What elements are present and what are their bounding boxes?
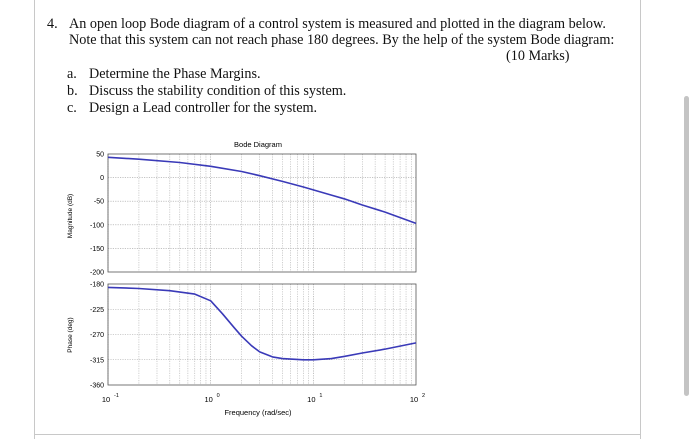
- magnitude-y-tick-label: 0: [100, 175, 104, 182]
- frequency-axis-label: Frequency (rad/sec): [224, 408, 292, 417]
- page-border-bottom: [34, 434, 641, 435]
- question-number: 4.: [47, 16, 58, 32]
- sub-question-letter: c.: [67, 100, 77, 116]
- x-tick-exponent: -1: [114, 393, 119, 399]
- phase-plot-frame: [107, 283, 417, 386]
- x-tick-label: 10: [102, 395, 110, 404]
- x-tick-label: 10: [204, 395, 212, 404]
- question-text-line-1: An open loop Bode diagram of a control s…: [69, 16, 606, 32]
- question-text-line-2: Note that this system can not reach phas…: [69, 32, 615, 48]
- phase-y-tick-label: -225: [90, 307, 104, 314]
- x-tick-label: 10: [410, 395, 418, 404]
- magnitude-y-tick-label: -200: [90, 270, 104, 277]
- x-tick-exponent: 2: [422, 393, 425, 399]
- sub-question-text: Determine the Phase Margins.: [89, 66, 261, 82]
- page-border-left: [34, 0, 35, 439]
- magnitude-y-tick-label: 50: [96, 152, 104, 159]
- magnitude-plot-frame: [107, 153, 417, 273]
- phase-y-tick-label: -180: [90, 282, 104, 289]
- x-tick-exponent: 1: [319, 393, 322, 399]
- magnitude-y-tick-label: -100: [90, 222, 104, 229]
- phase-y-tick-label: -360: [90, 383, 104, 390]
- sub-question-text: Discuss the stability condition of this …: [89, 83, 347, 99]
- sub-question-letter: a.: [67, 66, 77, 82]
- page-border-right: [640, 0, 641, 439]
- question-marks: (10 Marks): [506, 48, 570, 64]
- sub-question-text: Design a Lead controller for the system.: [89, 100, 318, 116]
- magnitude-curve: [107, 156, 417, 225]
- phase-axis-label: Phase (deg): [67, 317, 74, 352]
- magnitude-y-tick-label: -50: [94, 199, 104, 206]
- vertical-scrollbar[interactable]: [684, 96, 689, 396]
- magnitude-axis-label: Magnitude (dB): [67, 194, 74, 238]
- sub-question-letter: b.: [67, 83, 78, 99]
- chart-title: Bode Diagram: [234, 140, 282, 149]
- phase-y-tick-label: -270: [90, 332, 104, 339]
- phase-y-tick-label: -315: [90, 357, 104, 364]
- x-tick-label: 10: [307, 395, 315, 404]
- x-tick-exponent: 0: [217, 393, 220, 399]
- magnitude-y-tick-label: -150: [90, 246, 104, 253]
- phase-curve: [107, 286, 417, 361]
